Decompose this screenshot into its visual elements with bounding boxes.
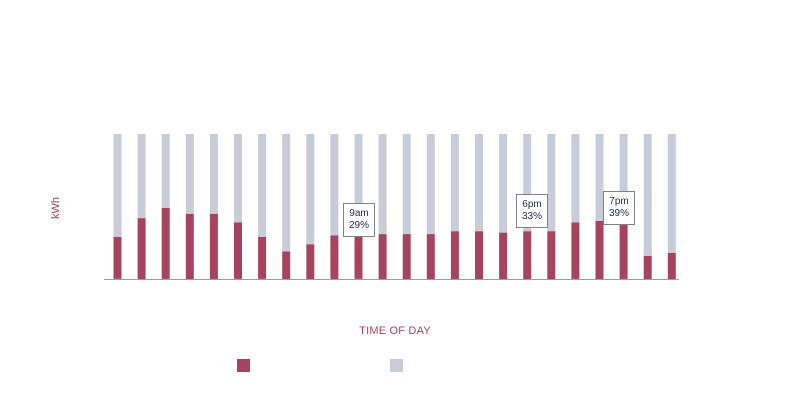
bar-segment-secondary-1 bbox=[113, 134, 122, 237]
bar-segment-primary-19 bbox=[547, 231, 556, 280]
callout-9am: 9am 29% bbox=[343, 203, 375, 237]
bar-segment-primary-8 bbox=[282, 251, 291, 279]
bar-segment-secondary-5 bbox=[209, 134, 218, 214]
bar-segment-primary-17 bbox=[499, 232, 508, 279]
bar-segment-primary-11 bbox=[354, 236, 363, 279]
bar-segment-primary-16 bbox=[475, 231, 483, 280]
bar-segment-secondary-22 bbox=[619, 134, 628, 223]
callout-6pm: 6pm 33% bbox=[516, 194, 548, 228]
bar-segment-primary-14 bbox=[426, 234, 435, 279]
bar-segment-primary-12 bbox=[378, 234, 387, 279]
bar-segment-primary-21 bbox=[595, 221, 604, 279]
bar-segment-secondary-11 bbox=[354, 134, 363, 237]
bar-segment-secondary-14 bbox=[426, 134, 435, 234]
bar-segment-secondary-10 bbox=[330, 134, 339, 236]
y-axis-label: kWh bbox=[49, 196, 63, 220]
legend-swatch-series-2 bbox=[390, 359, 403, 372]
y-axis-label-text: kWh bbox=[50, 197, 62, 219]
bar-segment-primary-20 bbox=[571, 222, 580, 279]
bar-segment-primary-9 bbox=[306, 244, 315, 279]
bar-segment-secondary-7 bbox=[258, 134, 267, 237]
bar-segment-secondary-2 bbox=[137, 134, 146, 219]
callout-time: 9am bbox=[349, 208, 369, 219]
callout-time: 7pm bbox=[609, 196, 629, 207]
bar-segment-primary-23 bbox=[643, 255, 652, 279]
bar-segment-primary-24 bbox=[667, 252, 676, 279]
callout-value: 29% bbox=[348, 220, 369, 231]
bar-segment-secondary-8 bbox=[282, 134, 291, 252]
bar-segment-secondary-18 bbox=[523, 134, 532, 232]
bar-segment-secondary-24 bbox=[667, 134, 676, 253]
bar-segment-primary-18 bbox=[523, 231, 532, 280]
bar-segment-secondary-23 bbox=[643, 134, 652, 256]
bar-segment-secondary-19 bbox=[547, 134, 556, 232]
bar-segment-primary-1 bbox=[113, 236, 122, 279]
callout-value: 39% bbox=[608, 208, 629, 219]
callout-time: 6pm bbox=[522, 199, 542, 210]
callout-value: 33% bbox=[521, 211, 542, 222]
legend-swatch-series-1 bbox=[237, 359, 250, 372]
bar-segment-secondary-12 bbox=[378, 134, 387, 234]
bar-segment-primary-7 bbox=[258, 236, 267, 279]
bar-segment-primary-3 bbox=[161, 207, 170, 279]
bar-segment-primary-4 bbox=[185, 213, 194, 280]
bar-segment-secondary-4 bbox=[185, 134, 194, 214]
bar-segment-primary-2 bbox=[137, 218, 146, 279]
bar-segment-secondary-3 bbox=[161, 134, 170, 208]
bar-segment-primary-13 bbox=[402, 234, 411, 279]
bar-segment-primary-22 bbox=[619, 222, 628, 279]
bar-segment-primary-15 bbox=[450, 231, 459, 280]
bar-segment-primary-5 bbox=[209, 213, 218, 280]
callout-7pm: 7pm 39% bbox=[603, 191, 635, 225]
bar-segment-primary-10 bbox=[330, 235, 339, 279]
bar-segment-primary-6 bbox=[234, 222, 242, 279]
bar-segment-secondary-16 bbox=[475, 134, 483, 232]
bar-segment-secondary-20 bbox=[571, 134, 580, 223]
x-axis-label: TIME OF DAY bbox=[359, 325, 431, 337]
bar-segment-secondary-15 bbox=[450, 134, 459, 232]
bar-segment-secondary-13 bbox=[402, 134, 411, 234]
bar-segment-secondary-21 bbox=[595, 134, 604, 221]
bar-segment-secondary-6 bbox=[234, 134, 242, 223]
bar-segment-secondary-17 bbox=[499, 134, 508, 233]
bar-segment-secondary-9 bbox=[306, 134, 315, 245]
